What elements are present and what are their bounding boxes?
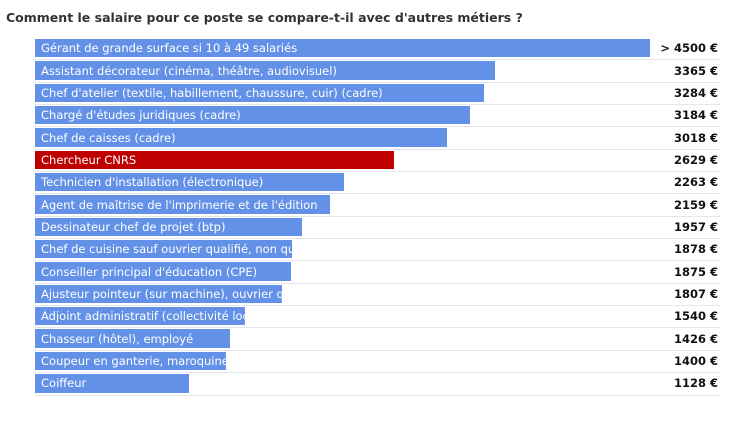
chart-title: Comment le salaire pour ce poste se comp… [6,10,523,25]
bar-chart: Gérant de grande surface si 10 à 49 sala… [35,38,720,396]
chart-bar: Chercheur CNRS [35,150,394,170]
bar-label: Coiffeur [41,376,87,391]
bar-value-label: 1875 € [673,264,718,279]
chart-bar: Adjoint administratif (collectivité loca… [35,307,245,326]
bar-value-label: 3184 € [673,108,718,123]
chart-bar: Chef de caisses (cadre) [35,128,447,147]
chart-row: Agent de maîtrise de l'imprimerie et de … [35,194,720,217]
bar-value-label: 1426 € [673,331,718,346]
bar-label: Coupeur en ganterie, maroquinerie (sauf … [41,353,226,368]
chart-bar: Coupeur en ganterie, maroquinerie (sauf … [35,351,226,371]
chart-row: Assistant décorateur (cinéma, théâtre, a… [35,60,720,83]
bar-value-label: 1128 € [673,376,718,391]
chart-bar: Chargé d'études juridiques (cadre) [35,106,470,125]
chart-row: Dessinateur chef de projet (btp) 1957 € [35,217,720,240]
chart-bar: Agent de maîtrise de l'imprimerie et de … [35,195,330,214]
bar-value-label: 1807 € [673,286,718,301]
bar-label: Ajusteur pointeur (sur machine), ouvrier… [41,286,282,301]
chart-row: Ajusteur pointeur (sur machine), ouvrier… [35,284,720,307]
chart-bar: Chasseur (hôtel), employé [35,329,230,348]
chart-bar: Dessinateur chef de projet (btp) [35,217,302,237]
chart-row: Chargé d'études juridiques (cadre) 3184 € [35,105,720,128]
chart-row: Chef de caisses (cadre) 3018 € [35,127,720,150]
chart-bar: Gérant de grande surface si 10 à 49 sala… [35,39,650,58]
bar-label: Chef de cuisine sauf ouvrier qualifié, n… [41,242,292,257]
chart-bar: Conseiller principal d'éducation (CPE) [35,262,291,281]
bar-value-label: 2263 € [673,175,718,190]
bar-value-label: 1540 € [673,309,718,324]
bar-value-label: 2159 € [673,197,718,212]
chart-bar: Coiffeur [35,374,189,393]
bar-label: Agent de maîtrise de l'imprimerie et de … [41,197,318,212]
bar-label: Conseiller principal d'éducation (CPE) [41,264,258,279]
bar-label: Assistant décorateur (cinéma, théâtre, a… [41,63,337,78]
chart-row: Chef d'atelier (textile, habillement, ch… [35,83,720,106]
bar-label: Adjoint administratif (collectivité loca… [41,309,245,324]
bar-value-label: 2629 € [673,152,718,167]
chart-row: Conseiller principal d'éducation (CPE) 18… [35,261,720,284]
bar-value-label: 1400 € [673,353,718,368]
chart-row: Chef de cuisine sauf ouvrier qualifié, n… [35,239,720,262]
bar-value-label: > 4500 € [660,41,718,56]
bar-label: Chef de caisses (cadre) [41,130,176,145]
bar-value-label: 1957 € [673,219,718,234]
bar-value-label: 3284 € [673,85,718,100]
chart-bar: Chef d'atelier (textile, habillement, ch… [35,83,484,103]
chart-bar: Ajusteur pointeur (sur machine), ouvrier… [35,284,282,304]
chart-bar: Assistant décorateur (cinéma, théâtre, a… [35,61,495,80]
bar-label: Technicien d'installation (électronique) [41,175,264,190]
bar-label: Chercheur CNRS [41,152,137,167]
bar-value-label: 3018 € [673,130,718,145]
chart-row: Chasseur (hôtel), employé 1426 € [35,328,720,351]
chart-row: Gérant de grande surface si 10 à 49 sala… [35,38,720,61]
bar-label: Chasseur (hôtel), employé [41,331,194,346]
chart-row: Coiffeur 1128 € [35,373,720,396]
chart-row: Chercheur CNRS 2629 € [35,150,720,173]
chart-bar: Technicien d'installation (électronique) [35,173,344,192]
bar-value-label: 3365 € [673,63,718,78]
bar-label: Dessinateur chef de projet (btp) [41,219,226,234]
bar-label: Gérant de grande surface si 10 à 49 sala… [41,41,298,56]
bar-value-label: 1878 € [673,242,718,257]
chart-bar: Chef de cuisine sauf ouvrier qualifié, n… [35,240,292,259]
chart-row: Adjoint administratif (collectivité loca… [35,306,720,329]
bar-label: Chef d'atelier (textile, habillement, ch… [41,85,383,100]
chart-row: Coupeur en ganterie, maroquinerie (sauf … [35,351,720,374]
chart-row: Technicien d'installation (électronique)… [35,172,720,195]
bar-label: Chargé d'études juridiques (cadre) [41,108,241,123]
